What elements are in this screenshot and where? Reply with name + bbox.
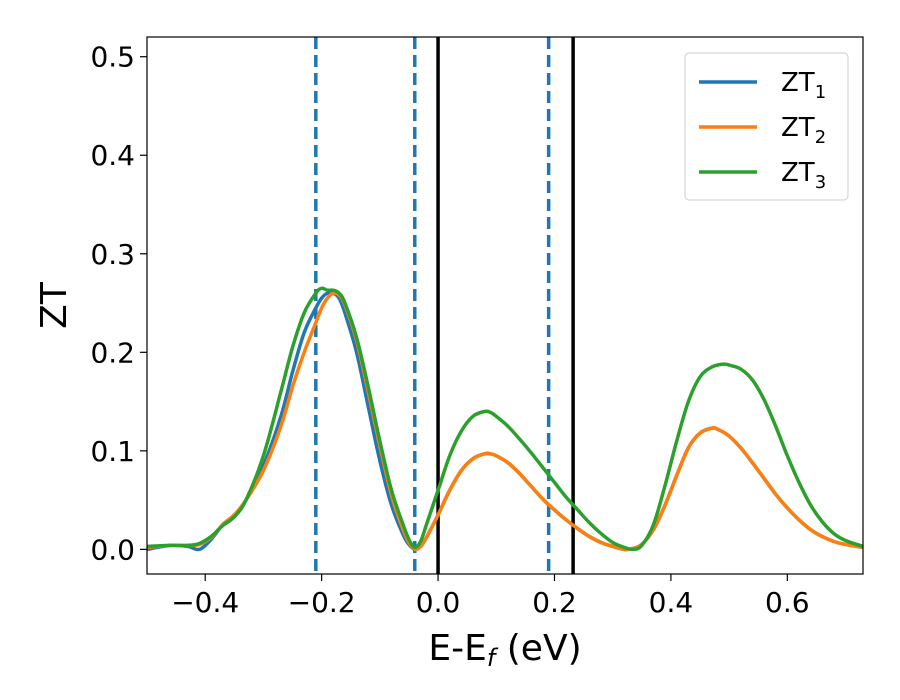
series-lines xyxy=(147,286,863,552)
y-axis-label: ZT xyxy=(34,281,75,329)
series-line-zt2 xyxy=(147,291,863,552)
legend-box xyxy=(684,52,849,201)
series-line-zt1 xyxy=(147,290,863,552)
legend-label-zt1: ZT1 xyxy=(781,68,826,103)
x-tick-label: −0.4 xyxy=(171,586,239,619)
legend-label-main: ZT xyxy=(781,113,815,143)
legend-label-main: ZT xyxy=(781,68,815,98)
y-tick-label: 0.2 xyxy=(90,336,135,369)
x-tick-label: 0.6 xyxy=(765,586,810,619)
y-tick-label: 0.3 xyxy=(90,238,135,271)
x-axis-label-main: E-E xyxy=(428,628,486,669)
legend-label-subscript: 3 xyxy=(815,172,826,193)
legend-label-subscript: 2 xyxy=(815,127,826,148)
x-axis-label: E-Ef (eV) xyxy=(428,628,581,672)
x-tick-label: −0.2 xyxy=(288,586,356,619)
x-axis-label-unit: (eV) xyxy=(495,628,581,669)
reference-lines xyxy=(314,37,575,574)
legend-label-zt3: ZT3 xyxy=(781,158,826,193)
y-tick-label: 0.4 xyxy=(90,139,135,172)
y-axis-ticks: 0.0 0.1 0.2 0.3 0.4 0.5 xyxy=(90,41,147,566)
plot-frame xyxy=(146,36,864,575)
series-line-zt3 xyxy=(147,286,863,552)
legend-label-main: ZT xyxy=(781,158,815,188)
x-tick-label: 0.0 xyxy=(416,586,461,619)
legend-label-subscript: 1 xyxy=(815,82,826,103)
y-tick-label: 0.5 xyxy=(90,41,135,74)
x-tick-label: 0.4 xyxy=(649,586,694,619)
y-tick-label: 0.1 xyxy=(90,435,135,468)
x-tick-label: 0.2 xyxy=(532,586,577,619)
x-axis-ticks: −0.4 −0.2 0.0 0.2 0.4 0.6 xyxy=(171,574,810,619)
y-tick-label: 0.0 xyxy=(90,533,135,566)
legend-label-zt2: ZT2 xyxy=(781,113,826,148)
